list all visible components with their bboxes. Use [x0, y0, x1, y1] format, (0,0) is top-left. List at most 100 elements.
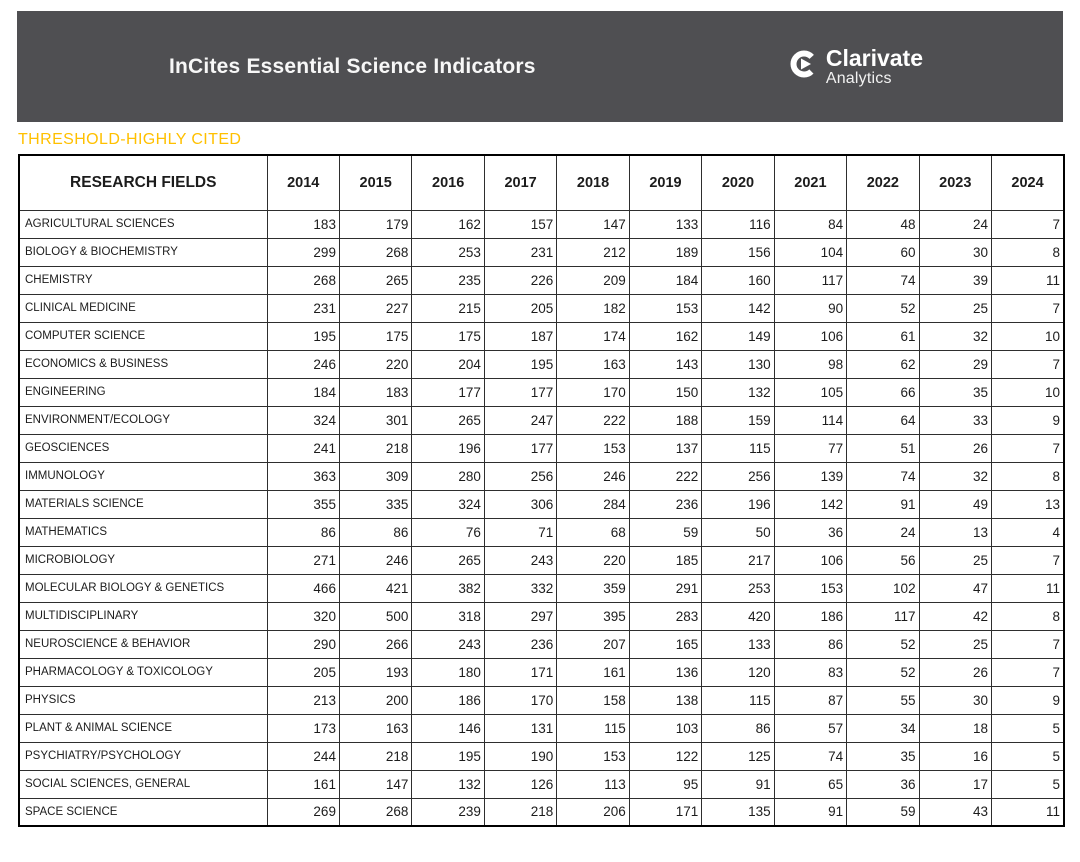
- threshold-value-cell: 25: [918, 293, 993, 323]
- threshold-value-cell: 74: [846, 265, 920, 295]
- threshold-value-cell: 268: [338, 797, 413, 827]
- threshold-value-cell: 207: [556, 629, 630, 659]
- threshold-value-cell: 98: [773, 349, 848, 379]
- threshold-value-cell: 10: [991, 377, 1065, 407]
- threshold-value-cell: 13: [918, 517, 993, 547]
- threshold-value-cell: 142: [701, 293, 775, 323]
- threshold-value-cell: 177: [483, 377, 558, 407]
- threshold-value-cell: 5: [991, 769, 1065, 799]
- threshold-value-cell: 243: [411, 629, 485, 659]
- threshold-value-cell: 363: [266, 461, 340, 491]
- table-row: MULTIDISCIPLINARY 320 500 318 297 395 283 420 18…: [18, 601, 1065, 631]
- threshold-value-cell: 91: [846, 489, 920, 519]
- threshold-value-cell: 183: [338, 377, 413, 407]
- threshold-value-cell: 205: [483, 293, 558, 323]
- threshold-value-cell: 55: [846, 685, 920, 715]
- threshold-value-cell: 227: [338, 293, 413, 323]
- threshold-value-cell: 382: [411, 573, 485, 603]
- table-row: SOCIAL SCIENCES, GENERAL 161 147 132 126 113 9…: [18, 769, 1065, 799]
- table-row: AGRICULTURAL SCIENCES 183 179 162 157 147 133 1…: [18, 209, 1065, 239]
- research-field-label: PSYCHIATRY/PSYCHOLOGY: [18, 741, 268, 771]
- threshold-value-cell: 36: [846, 769, 920, 799]
- threshold-value-cell: 64: [846, 405, 920, 435]
- threshold-value-cell: 170: [483, 685, 558, 715]
- threshold-value-cell: 84: [773, 209, 848, 239]
- threshold-value-cell: 265: [338, 265, 413, 295]
- threshold-value-cell: 246: [338, 545, 413, 575]
- threshold-value-cell: 159: [701, 405, 775, 435]
- threshold-value-cell: 187: [483, 321, 558, 351]
- threshold-value-cell: 222: [628, 461, 703, 491]
- threshold-value-cell: 283: [628, 601, 703, 631]
- threshold-value-cell: 395: [556, 601, 630, 631]
- table-row: CHEMISTRY 268 265 235 226 209 184 160 117 74 39 11: [18, 265, 1065, 295]
- year-column-header-2024: 2024: [991, 154, 1065, 211]
- threshold-value-cell: 113: [556, 769, 630, 799]
- threshold-value-cell: 115: [556, 713, 630, 743]
- threshold-value-cell: 236: [628, 489, 703, 519]
- research-field-label: MATERIALS SCIENCE: [18, 489, 268, 519]
- threshold-value-cell: 77: [773, 433, 848, 463]
- threshold-value-cell: 8: [991, 237, 1065, 267]
- threshold-value-cell: 43: [918, 797, 993, 827]
- app-header-bar: InCites Essential Science Indicators Cla…: [17, 11, 1063, 122]
- threshold-value-cell: 163: [556, 349, 630, 379]
- threshold-value-cell: 52: [846, 629, 920, 659]
- threshold-value-cell: 215: [411, 293, 485, 323]
- year-column-header-2022: 2022: [846, 154, 920, 211]
- threshold-value-cell: 51: [846, 433, 920, 463]
- threshold-value-cell: 47: [918, 573, 993, 603]
- threshold-value-cell: 146: [411, 713, 485, 743]
- threshold-value-cell: 218: [338, 741, 413, 771]
- threshold-value-cell: 135: [701, 797, 775, 827]
- threshold-value-cell: 239: [411, 797, 485, 827]
- threshold-value-cell: 420: [701, 601, 775, 631]
- threshold-value-cell: 74: [773, 741, 848, 771]
- threshold-value-cell: 196: [701, 489, 775, 519]
- threshold-value-cell: 132: [701, 377, 775, 407]
- threshold-value-cell: 142: [773, 489, 848, 519]
- threshold-value-cell: 26: [918, 657, 993, 687]
- threshold-value-cell: 231: [483, 237, 558, 267]
- research-field-label: CHEMISTRY: [18, 265, 268, 295]
- threshold-value-cell: 56: [846, 545, 920, 575]
- threshold-value-cell: 220: [338, 349, 413, 379]
- threshold-value-cell: 57: [773, 713, 848, 743]
- threshold-value-cell: 102: [846, 573, 920, 603]
- threshold-value-cell: 222: [556, 405, 630, 435]
- threshold-value-cell: 138: [628, 685, 703, 715]
- threshold-value-cell: 39: [918, 265, 993, 295]
- threshold-value-cell: 190: [483, 741, 558, 771]
- table-row: GEOSCIENCES 241 218 196 177 153 137 115 77 51 26 7: [18, 433, 1065, 463]
- threshold-value-cell: 231: [266, 293, 340, 323]
- threshold-value-cell: 160: [701, 265, 775, 295]
- threshold-value-cell: 52: [846, 293, 920, 323]
- threshold-value-cell: 184: [266, 377, 340, 407]
- threshold-value-cell: 195: [483, 349, 558, 379]
- table-row: PHYSICS 213 200 186 170 158 138 115 87 55 30 9: [18, 685, 1065, 715]
- research-field-label: NEUROSCIENCE & BEHAVIOR: [18, 629, 268, 659]
- year-column-header-2014: 2014: [266, 154, 340, 211]
- threshold-value-cell: 59: [846, 797, 920, 827]
- threshold-value-cell: 115: [701, 433, 775, 463]
- research-field-label: IMMUNOLOGY: [18, 461, 268, 491]
- threshold-value-cell: 59: [628, 517, 703, 547]
- threshold-value-cell: 50: [701, 517, 775, 547]
- research-field-label: MULTIDISCIPLINARY: [18, 601, 268, 631]
- logo-brand-text: Clarivate: [825, 44, 923, 71]
- threshold-value-cell: 195: [266, 321, 340, 351]
- threshold-value-cell: 149: [701, 321, 775, 351]
- threshold-value-cell: 157: [483, 209, 558, 239]
- threshold-value-cell: 133: [701, 629, 775, 659]
- threshold-value-cell: 26: [918, 433, 993, 463]
- threshold-value-cell: 7: [991, 629, 1065, 659]
- threshold-value-cell: 104: [773, 237, 848, 267]
- research-field-label: ECONOMICS & BUSINESS: [18, 349, 268, 379]
- research-field-label: CLINICAL MEDICINE: [18, 293, 268, 323]
- threshold-value-cell: 115: [701, 685, 775, 715]
- threshold-value-cell: 122: [628, 741, 703, 771]
- year-column-header-2016: 2016: [411, 154, 485, 211]
- threshold-value-cell: 241: [266, 433, 340, 463]
- threshold-value-cell: 66: [846, 377, 920, 407]
- threshold-value-cell: 95: [628, 769, 703, 799]
